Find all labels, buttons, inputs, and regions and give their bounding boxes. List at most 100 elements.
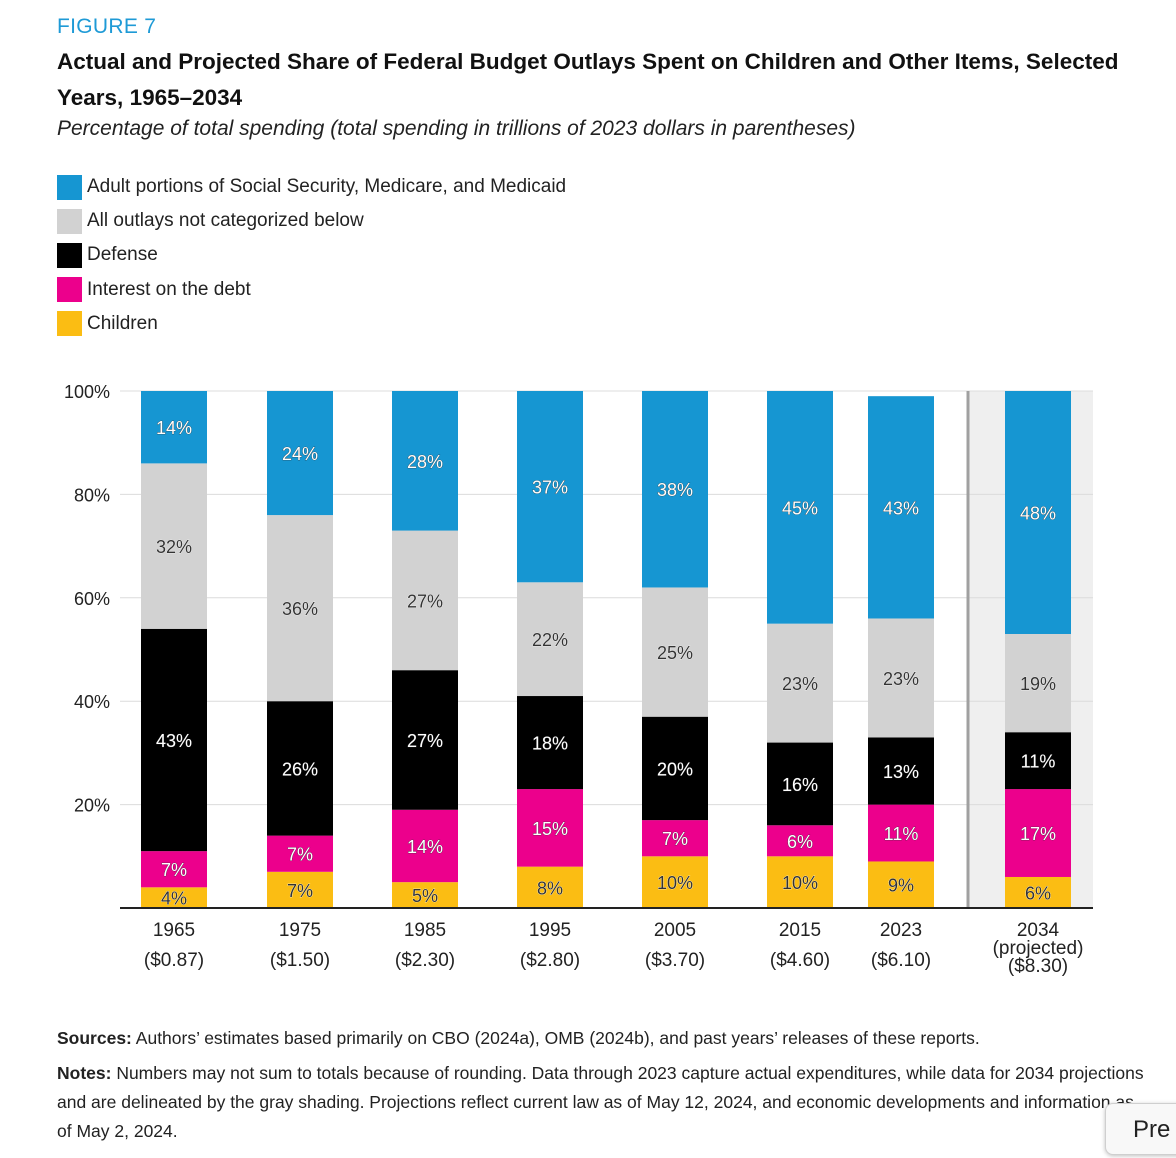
data-label: 45% [782, 498, 818, 518]
legend-swatch [57, 174, 82, 200]
notes-text: Numbers may not sum to totals because of… [57, 1063, 1144, 1141]
preview-button[interactable]: Pre [1105, 1103, 1176, 1155]
bar-segment [1005, 391, 1071, 634]
legend-item-other-outlays: All outlays not categorized below [57, 204, 566, 238]
data-label: 20% [657, 759, 693, 779]
figure-notes: Sources: Authors’ estimates based primar… [57, 1024, 1147, 1152]
bar-segment [141, 851, 207, 888]
data-label: 19% [1020, 674, 1056, 694]
bar-segment [267, 871, 333, 908]
bar-segment [767, 742, 833, 826]
data-label: 28% [407, 452, 443, 472]
bar-segment [141, 887, 207, 908]
x-tick-label: ($0.87) [144, 950, 204, 971]
data-label: 24% [282, 444, 318, 464]
data-label: 5% [412, 886, 438, 906]
x-tick-label: ($2.80) [520, 950, 580, 971]
x-tick-label: ($2.30) [395, 950, 455, 971]
sources-note: Sources: Authors’ estimates based primar… [57, 1024, 1147, 1053]
data-label: 43% [156, 731, 192, 751]
bar-segment [868, 618, 934, 738]
x-tick-label: ($1.50) [270, 950, 330, 971]
data-label: 17% [1020, 824, 1056, 844]
legend-label: Children [87, 312, 158, 334]
data-label: 9% [888, 876, 914, 896]
bar-segment [868, 396, 934, 619]
data-label: 26% [282, 759, 318, 779]
x-tick-label: 1965 [153, 920, 195, 941]
data-label: 6% [1025, 883, 1051, 903]
bar-segment [1005, 876, 1071, 908]
data-label: 23% [782, 674, 818, 694]
bar-segment [267, 701, 333, 836]
legend-label: Interest on the debt [87, 278, 251, 300]
legend-item-adult-programs: Adult portions of Social Security, Medic… [57, 170, 566, 204]
bar-segment [767, 856, 833, 908]
bar-segment [517, 696, 583, 790]
data-label: 22% [532, 630, 568, 650]
data-label: 37% [532, 478, 568, 498]
data-label: 36% [282, 599, 318, 619]
x-tick-label: ($3.70) [645, 950, 705, 971]
x-tick-label: 1975 [279, 920, 321, 941]
data-label: 38% [657, 480, 693, 500]
bar-segment [392, 670, 458, 810]
bar-segment [517, 391, 583, 583]
legend-item-defense: Defense [57, 238, 566, 272]
x-tick-label: 2034 [1017, 920, 1060, 941]
bar-segment [392, 530, 458, 671]
bar-segment [1005, 732, 1071, 790]
bar-segment [642, 587, 708, 717]
figure-title: Actual and Projected Share of Federal Bu… [57, 49, 1119, 110]
data-label: 27% [407, 731, 443, 751]
data-label: 11% [884, 824, 919, 844]
bar-segment [141, 463, 207, 629]
legend-swatch [57, 242, 82, 268]
bar-segment [517, 789, 583, 867]
data-label: 7% [161, 860, 187, 880]
bar-segment [642, 856, 708, 908]
data-label: 18% [532, 734, 568, 754]
bar-segment [642, 820, 708, 857]
x-tick-label: ($4.60) [770, 950, 830, 971]
bar-segment [392, 391, 458, 531]
bar-segment [517, 582, 583, 697]
data-label: 48% [1020, 503, 1056, 523]
bar-segment [267, 391, 333, 516]
data-label: 27% [407, 591, 443, 611]
chart-legend: Adult portions of Social Security, Medic… [57, 170, 566, 341]
notes-note: Notes: Numbers may not sum to totals bec… [57, 1059, 1147, 1146]
data-label: 10% [782, 873, 818, 893]
legend-label: Adult portions of Social Security, Medic… [87, 176, 567, 198]
sources-text: Authors’ estimates based primarily on CB… [131, 1028, 980, 1048]
data-label: 14% [156, 418, 192, 438]
y-tick-label: 60% [74, 589, 110, 609]
bar-segment [767, 825, 833, 857]
data-label: 15% [532, 819, 568, 839]
data-label: 6% [787, 832, 813, 852]
data-label: 11% [1021, 752, 1056, 772]
legend-swatch [57, 277, 82, 303]
data-label: 14% [407, 837, 443, 857]
x-tick-label: 2005 [654, 920, 696, 941]
bar-segment [868, 861, 934, 908]
data-label: 23% [883, 669, 919, 689]
data-label: 4% [161, 889, 187, 909]
bar-segment [642, 391, 708, 588]
data-label: 10% [657, 873, 693, 893]
bar-segment [868, 804, 934, 862]
sources-heading: Sources: [57, 1028, 132, 1048]
legend-item-children: Children [57, 307, 566, 341]
bar-segment [642, 716, 708, 821]
bar-segment [141, 391, 207, 464]
data-label: 8% [537, 878, 563, 898]
stacked-bar-chart: 20% 40% 60% 80% 100% 4% 7% 43% 32% 14% 1965 ($0.87)… [64, 382, 1093, 977]
figure-label: FIGURE 7 [57, 15, 157, 38]
legend-item-interest: Interest on the debt [57, 273, 566, 307]
x-tick-label: 1995 [529, 920, 571, 941]
x-tick-label: ($8.30) [1008, 956, 1068, 977]
bar-segment [392, 882, 458, 908]
y-tick-label: 20% [74, 796, 110, 816]
figure-subtitle: Percentage of total spending (total spen… [57, 117, 856, 140]
legend-swatch [57, 208, 82, 234]
